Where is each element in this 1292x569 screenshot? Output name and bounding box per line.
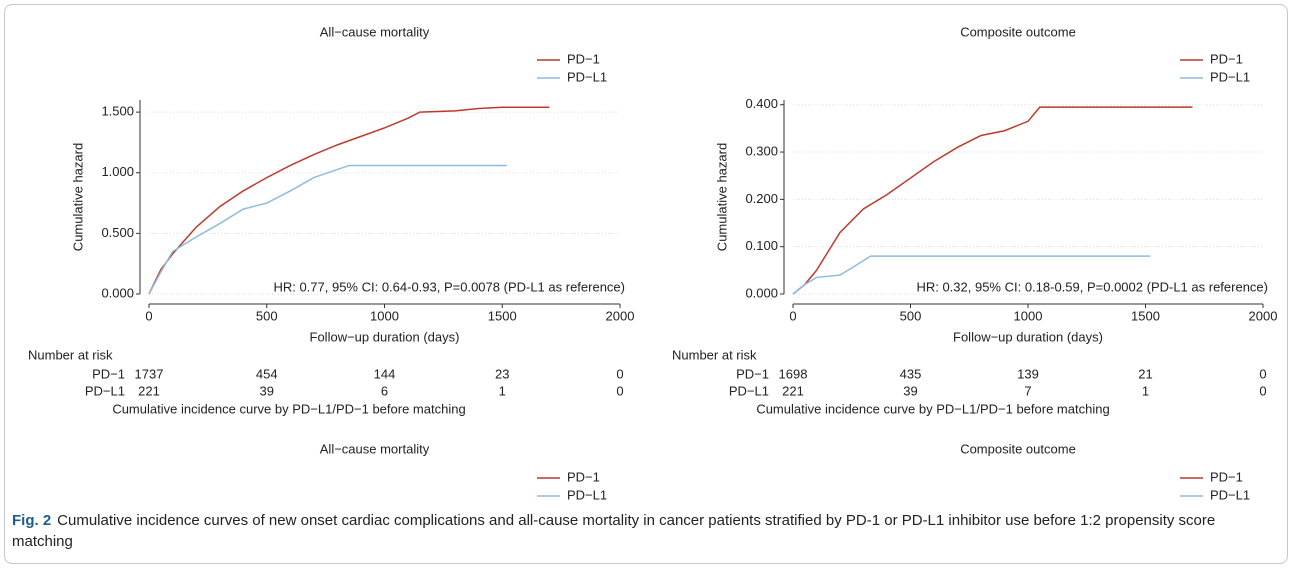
x-tick-label: 2000 bbox=[606, 308, 635, 323]
legend-label: PD−L1 bbox=[567, 487, 607, 502]
risk-value: 23 bbox=[495, 366, 509, 381]
risk-row-label: PD−1 bbox=[92, 366, 125, 381]
y-tick-label: 0.200 bbox=[745, 191, 778, 206]
risk-value: 221 bbox=[782, 383, 804, 398]
risk-value: 0 bbox=[1259, 366, 1266, 381]
x-tick-label: 500 bbox=[256, 308, 278, 323]
x-tick-label: 1000 bbox=[1014, 308, 1043, 323]
x-tick-label: 1500 bbox=[1131, 308, 1160, 323]
caption: Fig. 2 Cumulative incidence curves of new… bbox=[12, 510, 1242, 552]
risk-title: Number at risk bbox=[672, 347, 757, 362]
legend-label: PD−1 bbox=[567, 469, 600, 484]
risk-value: 1737 bbox=[135, 366, 164, 381]
y-tick-label: 0.000 bbox=[745, 285, 778, 300]
x-axis-title: Follow−up duration (days) bbox=[953, 329, 1103, 344]
risk-value: 39 bbox=[260, 383, 274, 398]
y-tick-label: 0.500 bbox=[101, 225, 134, 240]
risk-value: 21 bbox=[1138, 366, 1152, 381]
y-tick-label: 0.100 bbox=[745, 238, 778, 253]
annotation: HR: 0.77, 95% CI: 0.64-0.93, P=0.0078 (P… bbox=[273, 279, 625, 294]
risk-value: 6 bbox=[381, 383, 388, 398]
y-tick-label: 0.300 bbox=[745, 143, 778, 158]
risk-value: 435 bbox=[900, 366, 922, 381]
caption-label: Fig. 2 bbox=[12, 512, 52, 529]
risk-value: 1 bbox=[1142, 383, 1149, 398]
risk-value: 0 bbox=[616, 366, 623, 381]
risk-value: 454 bbox=[256, 366, 278, 381]
y-axis-title: Cumulative hazard bbox=[70, 143, 85, 251]
risk-row-label: PD−L1 bbox=[729, 383, 769, 398]
legend-label: PD−L1 bbox=[1210, 69, 1250, 84]
chart-title: Composite outcome bbox=[960, 24, 1076, 39]
legend-label: PD−1 bbox=[1210, 51, 1243, 66]
legend-label: PD−1 bbox=[1210, 469, 1243, 484]
y-tick-label: 1.500 bbox=[101, 104, 134, 119]
x-tick-label: 1500 bbox=[488, 308, 517, 323]
chart-title: All−cause mortality bbox=[320, 24, 430, 39]
risk-value: 144 bbox=[374, 366, 396, 381]
risk-value: 139 bbox=[1017, 366, 1039, 381]
risk-note: Cumulative incidence curve by PD−L1/PD−1… bbox=[112, 401, 465, 416]
y-tick-label: 1.000 bbox=[101, 164, 134, 179]
y-tick-label: 0.400 bbox=[745, 96, 778, 111]
chart-title: Composite outcome bbox=[960, 441, 1076, 456]
chart-title: All−cause mortality bbox=[320, 441, 430, 456]
risk-note: Cumulative incidence curve by PD−L1/PD−1… bbox=[756, 401, 1109, 416]
x-tick-label: 500 bbox=[900, 308, 922, 323]
legend-label: PD−L1 bbox=[567, 69, 607, 84]
risk-value: 7 bbox=[1024, 383, 1031, 398]
risk-row-label: PD−L1 bbox=[85, 383, 125, 398]
annotation: HR: 0.32, 95% CI: 0.18-0.59, P=0.0002 (P… bbox=[916, 279, 1268, 294]
x-tick-label: 0 bbox=[145, 308, 152, 323]
figure: All−cause mortality PD−1 PD−L1 0.000 0.500 1.… bbox=[28, 24, 1278, 502]
risk-value: 1698 bbox=[779, 366, 808, 381]
risk-value: 1 bbox=[499, 383, 506, 398]
y-axis-title: Cumulative hazard bbox=[714, 143, 729, 251]
risk-value: 221 bbox=[138, 383, 160, 398]
risk-row-label: PD−1 bbox=[736, 366, 769, 381]
series-line bbox=[792, 255, 1151, 295]
legend-label: PD−L1 bbox=[1210, 487, 1250, 502]
x-tick-label: 0 bbox=[789, 308, 796, 323]
risk-value: 0 bbox=[616, 383, 623, 398]
series-line bbox=[148, 164, 507, 295]
x-tick-label: 2000 bbox=[1249, 308, 1278, 323]
x-axis-title: Follow−up duration (days) bbox=[310, 329, 460, 344]
series-line bbox=[148, 106, 550, 295]
caption-text: Cumulative incidence curves of new onset… bbox=[12, 512, 1216, 550]
risk-value: 39 bbox=[903, 383, 917, 398]
risk-value: 0 bbox=[1259, 383, 1266, 398]
legend-label: PD−1 bbox=[567, 51, 600, 66]
y-tick-label: 0.000 bbox=[101, 285, 134, 300]
risk-title: Number at risk bbox=[28, 347, 113, 362]
frame bbox=[4, 4, 1288, 564]
x-tick-label: 1000 bbox=[370, 308, 399, 323]
series-line bbox=[792, 106, 1193, 295]
